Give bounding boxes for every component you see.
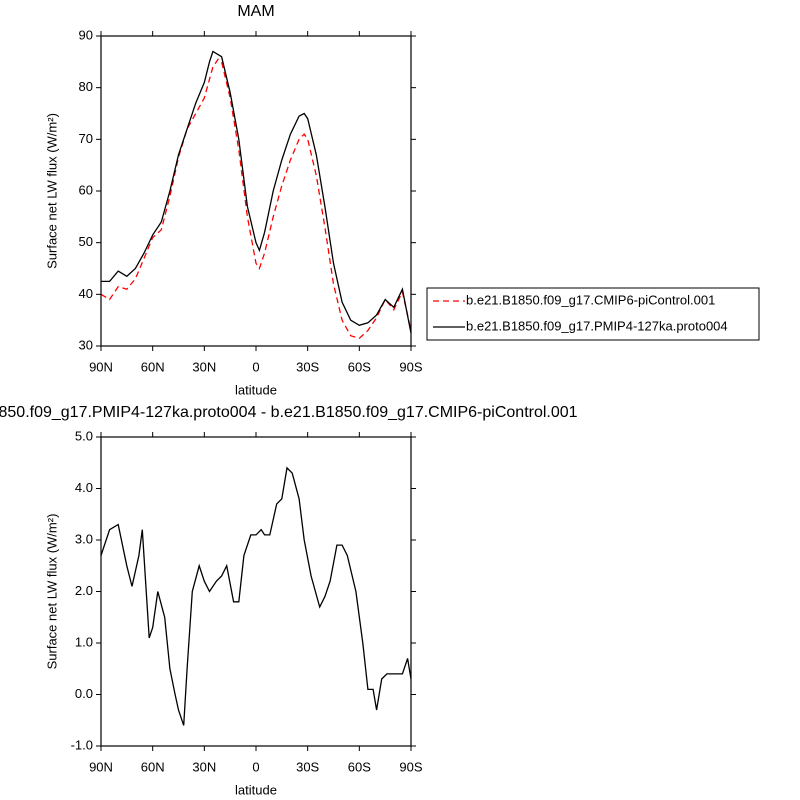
x-tick-label: 0 — [252, 359, 259, 374]
plot-frame — [100, 436, 412, 747]
x-tick-label: 60N — [141, 759, 165, 774]
x-tick-label: 0 — [252, 759, 259, 774]
y-tick-label: 50 — [79, 234, 93, 249]
legend-label: b.e21.B1850.f09_g17.PMIP4-127ka.proto004 — [466, 318, 728, 333]
x-tick-label: 60S — [348, 759, 371, 774]
y-tick-label: 40 — [79, 286, 93, 301]
y-tick-label: 1.0 — [75, 634, 93, 649]
x-tick-label: 60S — [348, 359, 371, 374]
y-tick-label: 5.0 — [75, 428, 93, 443]
y-tick-label: -1.0 — [71, 737, 93, 752]
plot-frame — [100, 35, 412, 347]
series-line — [100, 466, 412, 726]
y-tick-label: 3.0 — [75, 531, 93, 546]
x-tick-label: 30N — [192, 759, 216, 774]
legend-box — [426, 287, 760, 341]
y-tick-label: 0.0 — [75, 686, 93, 701]
x-tick-label: 30S — [296, 759, 319, 774]
x-tick-label: 90S — [399, 359, 422, 374]
x-tick-label: 60N — [141, 359, 165, 374]
x-axis-label: latitude — [235, 782, 277, 797]
x-tick-label: 30N — [192, 359, 216, 374]
series-line — [101, 50, 412, 334]
y-tick-label: 90 — [79, 27, 93, 42]
chart-title: MAM — [237, 3, 274, 20]
x-axis-label: latitude — [235, 382, 277, 397]
x-tick-label: 90N — [89, 359, 113, 374]
y-tick-label: 80 — [79, 79, 93, 94]
x-tick-label: 90N — [89, 759, 113, 774]
y-tick-label: 70 — [79, 131, 93, 146]
x-tick-label: 90S — [399, 759, 422, 774]
y-tick-label: 60 — [79, 182, 93, 197]
y-tick-label: 30 — [79, 337, 93, 352]
chart-title: b.e21.B1850.f09_g17.PMIP4-127ka.proto004… — [0, 404, 578, 421]
x-tick-label: 30S — [296, 359, 319, 374]
y-axis-label: Surface net LW flux (W/m²) — [44, 113, 59, 269]
series-line — [100, 58, 412, 340]
y-axis-label: Surface net LW flux (W/m²) — [44, 514, 59, 670]
y-tick-label: 2.0 — [75, 583, 93, 598]
y-tick-label: 4.0 — [75, 480, 93, 495]
legend-label: b.e21.B1850.f09_g17.CMIP6-piControl.001 — [466, 292, 715, 307]
